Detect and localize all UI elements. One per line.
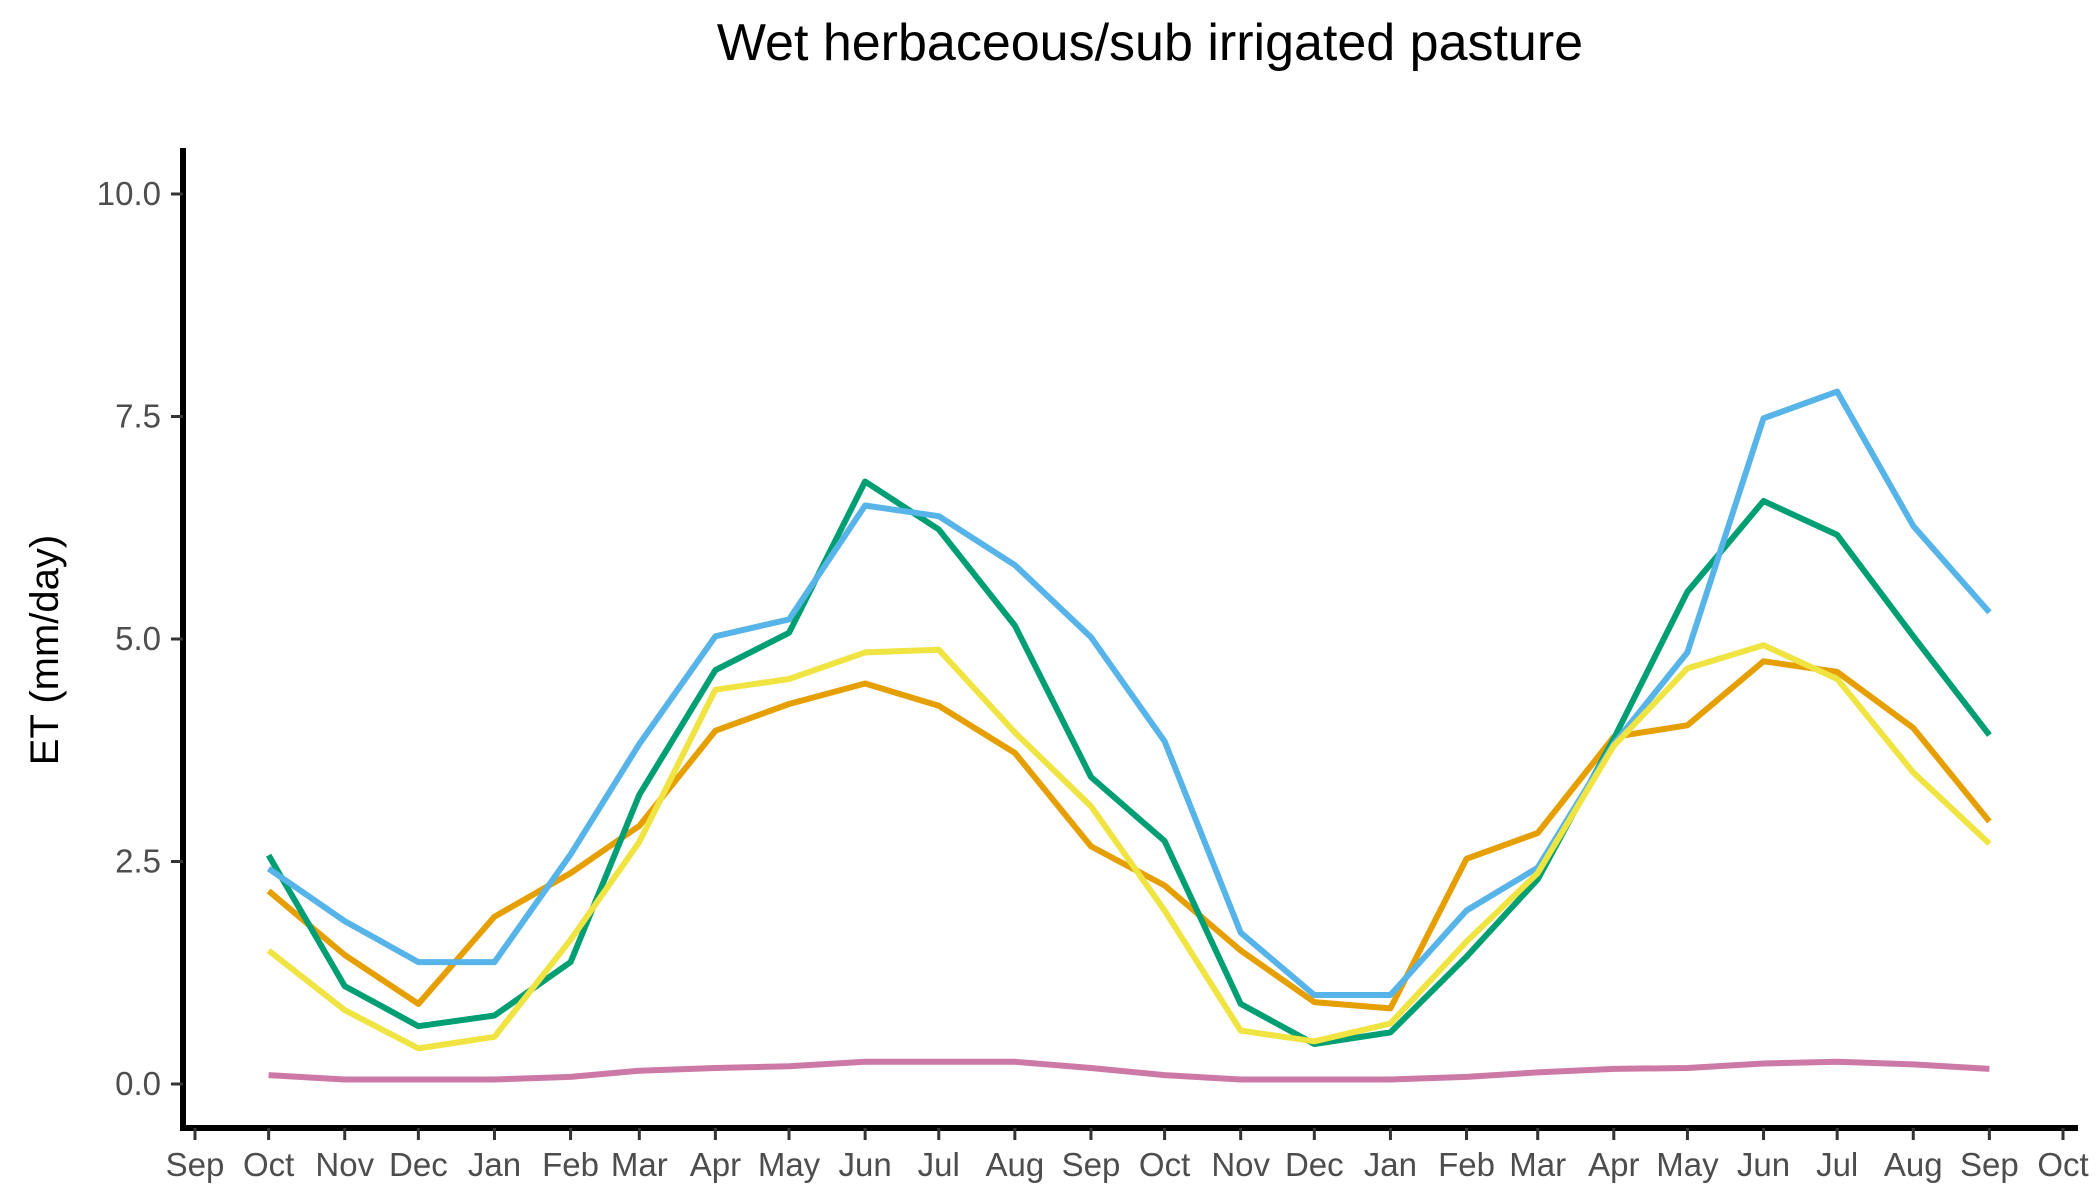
x-tick-label: Sep [1062, 1146, 1121, 1183]
x-tick-label: Sep [1960, 1146, 2019, 1183]
axes-layer [180, 148, 2078, 1131]
y-tick-label: 2.5 [115, 843, 161, 880]
y-tick-label: 7.5 [115, 398, 161, 435]
y-axis-label: ET (mm/day) [23, 535, 67, 765]
series-layer [266, 388, 1992, 1083]
series-line-3 [266, 388, 1992, 998]
x-tick-label: Sep [166, 1146, 225, 1183]
x-tick-label: Jan [468, 1146, 521, 1183]
x-tick-label: Oct [243, 1146, 294, 1183]
x-tick-label: Oct [1139, 1146, 1190, 1183]
x-tick-label: Nov [1211, 1146, 1270, 1183]
x-tick-label: Apr [690, 1146, 741, 1183]
x-tick-label: Mar [611, 1146, 668, 1183]
series-line-4 [266, 642, 1992, 1052]
x-tick-label: Jun [1737, 1146, 1790, 1183]
y-tick-label: 10.0 [97, 175, 161, 212]
y-tick-label: 0.0 [115, 1065, 161, 1102]
x-tick-label: Jul [918, 1146, 960, 1183]
x-tick-label: Jul [1816, 1146, 1858, 1183]
series-line-2 [266, 478, 1992, 1047]
x-tick-label: May [1656, 1146, 1719, 1183]
x-tick-label: Mar [1509, 1146, 1566, 1183]
x-tick-label: Feb [1438, 1146, 1495, 1183]
chart-title: Wet herbaceous/sub irrigated pasture [717, 14, 1583, 72]
x-tick-label: May [758, 1146, 821, 1183]
x-tick-label: Jun [839, 1146, 892, 1183]
x-tick-label: Apr [1588, 1146, 1639, 1183]
x-ticks: Sep Oct Nov Dec Jan Feb Mar Apr May Jun Jul Aug Sep O… [166, 1128, 2089, 1183]
x-tick-label: Aug [985, 1146, 1044, 1183]
x-tick-label: Dec [389, 1146, 448, 1183]
series-line-5 [268, 1058, 1990, 1083]
y-tick-label: 5.0 [115, 620, 161, 657]
x-tick-label: Feb [542, 1146, 599, 1183]
y-ticks: 0.0 2.5 5.0 7.5 10.0 [97, 175, 183, 1102]
x-tick-label: Nov [315, 1146, 374, 1183]
series-line-1 [266, 658, 1992, 1012]
x-tick-label: Oct [2037, 1146, 2088, 1183]
x-tick-label: Dec [1285, 1146, 1344, 1183]
x-tick-label: Aug [1884, 1146, 1943, 1183]
x-tick-label: Jan [1364, 1146, 1417, 1183]
